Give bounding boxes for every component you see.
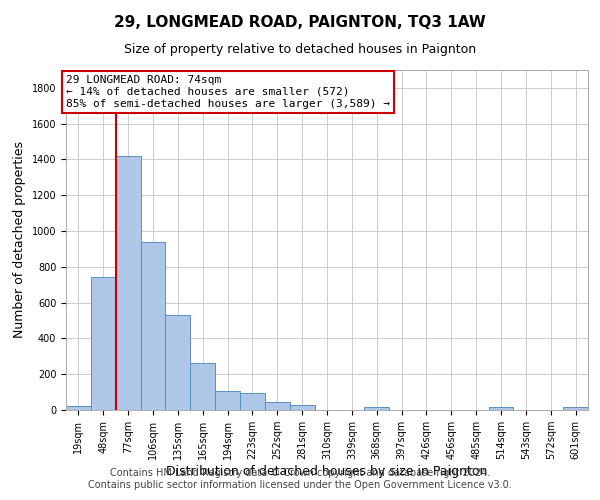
X-axis label: Distribution of detached houses by size in Paignton: Distribution of detached houses by size …	[166, 465, 488, 478]
Bar	[66, 406, 91, 410]
Bar	[91, 276, 116, 410]
Bar	[166, 314, 190, 410]
Bar	[563, 408, 588, 410]
Y-axis label: Number of detached properties: Number of detached properties	[13, 142, 26, 338]
Bar	[240, 394, 265, 410]
Bar	[364, 408, 389, 410]
Bar	[215, 391, 240, 410]
Text: 29, LONGMEAD ROAD, PAIGNTON, TQ3 1AW: 29, LONGMEAD ROAD, PAIGNTON, TQ3 1AW	[114, 15, 486, 30]
Bar	[140, 242, 166, 410]
Bar	[265, 402, 290, 410]
Text: Contains HM Land Registry data © Crown copyright and database right 2024.
Contai: Contains HM Land Registry data © Crown c…	[88, 468, 512, 490]
Bar	[488, 408, 514, 410]
Text: Size of property relative to detached houses in Paignton: Size of property relative to detached ho…	[124, 42, 476, 56]
Bar	[116, 156, 140, 410]
Bar	[290, 404, 314, 410]
Bar	[190, 362, 215, 410]
Text: 29 LONGMEAD ROAD: 74sqm
← 14% of detached houses are smaller (572)
85% of semi-d: 29 LONGMEAD ROAD: 74sqm ← 14% of detache…	[66, 76, 390, 108]
